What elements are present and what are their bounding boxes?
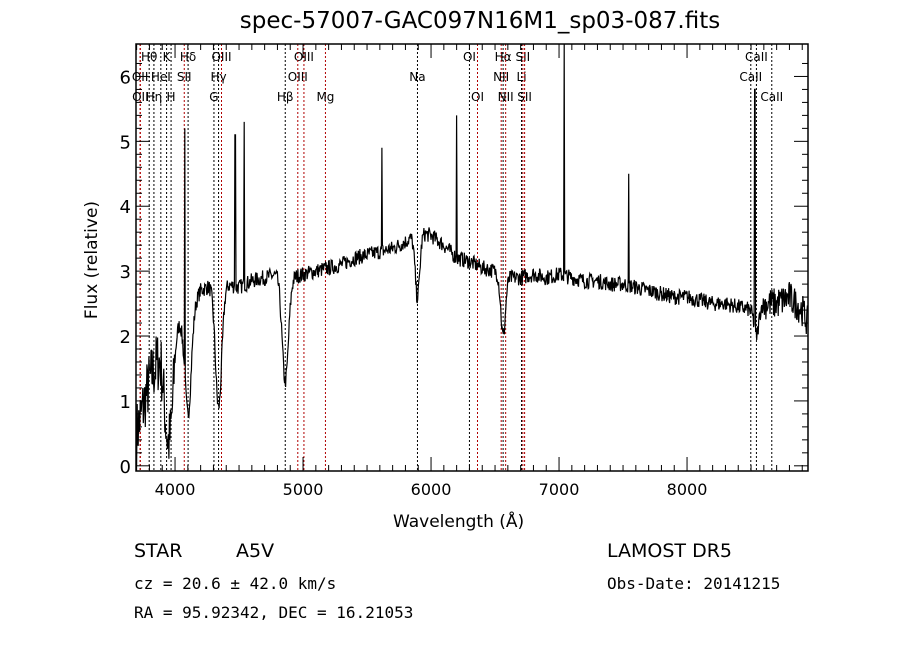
x-tick-label: 7000	[539, 480, 580, 499]
line-label: Hθ	[141, 50, 157, 64]
line-label: Hδ	[180, 50, 196, 64]
line-label: OI	[463, 50, 476, 64]
y-tick-label: 2	[120, 327, 131, 348]
line-label: Hβ	[277, 90, 294, 104]
obs-date: Obs-Date: 20141215	[607, 574, 781, 593]
line-label: SII	[517, 90, 532, 104]
y-tick-label: 5	[120, 132, 131, 153]
survey-label: LAMOST DR5	[607, 540, 732, 562]
x-tick-label: 8000	[667, 480, 708, 499]
spectrum-line	[136, 43, 808, 466]
line-label: SII	[515, 50, 530, 64]
line-label: Hγ	[210, 70, 226, 84]
line-label: H	[167, 90, 176, 104]
x-tick-label: 5000	[283, 480, 324, 499]
x-tick-label: 6000	[411, 480, 452, 499]
object-subclass: A5V	[236, 540, 275, 562]
y-tick-label: 4	[120, 197, 131, 218]
line-label: OIII	[211, 50, 231, 64]
chart-title: spec-57007-GAC097N16M1_sp03-087.fits	[239, 8, 721, 34]
line-label: SII	[177, 70, 192, 84]
y-tick-label: 0	[120, 457, 131, 478]
coordinates: RA = 95.92342, DEC = 16.21053	[134, 603, 414, 622]
line-label: Mg	[316, 90, 334, 104]
line-label: OIII	[288, 70, 308, 84]
line-label: G	[209, 90, 218, 104]
line-label: OIII	[294, 50, 314, 64]
line-label: CaII	[739, 70, 762, 84]
line-label: K	[163, 50, 172, 64]
x-axis-label: Wavelength (Å)	[393, 512, 525, 532]
redshift-text: cz = 20.6 ± 42.0 km/s	[134, 574, 337, 593]
line-label: CaII	[745, 50, 768, 64]
y-tick-label: 3	[120, 262, 131, 283]
line-label: OI	[471, 90, 484, 104]
line-label: Li	[517, 70, 527, 84]
line-label: Hα	[495, 50, 512, 64]
line-label: Na	[409, 70, 425, 84]
y-tick-label: 1	[120, 392, 131, 413]
line-label: NII	[498, 90, 514, 104]
line-label: Hη	[146, 90, 163, 104]
axes-frame	[135, 43, 809, 472]
object-class: STAR	[134, 540, 183, 562]
line-label: HeI	[151, 70, 171, 84]
line-label: NII	[493, 70, 509, 84]
line-label: CaII	[760, 90, 783, 104]
y-tick-label: 6	[120, 67, 131, 88]
x-tick-label: 4000	[155, 480, 196, 499]
